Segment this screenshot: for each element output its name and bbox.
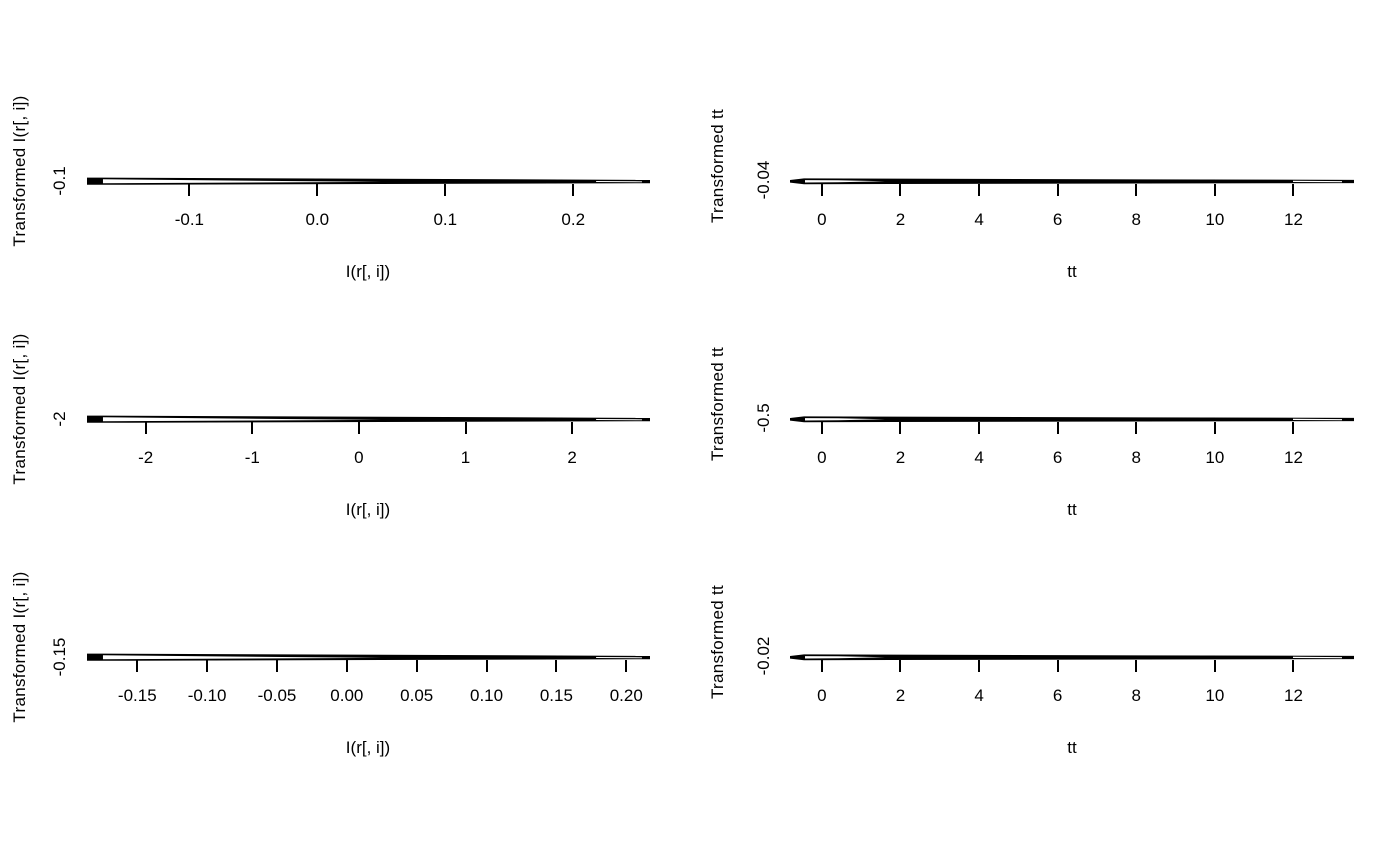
x-tick-label: 4 <box>974 210 984 229</box>
x-axis-label: tt <box>1067 262 1077 281</box>
x-tick-mark <box>1213 660 1216 672</box>
x-tick-mark <box>820 422 823 434</box>
x-tick-mark <box>485 660 488 672</box>
x-axis-ticks: -0.1 0.0 0.1 0.2 <box>0 0 700 290</box>
plot-panel-middle-right: Transformed tt -0.5 0 2 4 6 8 10 12 tt <box>700 238 1400 528</box>
x-tick-label: 4 <box>974 686 984 705</box>
x-tick-mark <box>188 184 191 196</box>
x-tick-label: 1 <box>460 448 471 467</box>
x-tick-mark <box>978 660 981 672</box>
x-tick-mark <box>625 660 628 672</box>
x-tick-label: 8 <box>1131 686 1141 705</box>
x-tick-mark <box>136 660 139 672</box>
x-tick-label: -0.1 <box>174 210 205 229</box>
x-tick-label: 0.20 <box>609 686 643 705</box>
x-tick-label: 10 <box>1205 448 1225 467</box>
x-tick-label: 2 <box>895 448 906 467</box>
plot-panel-top-right: Transformed tt -0.04 0 2 4 6 8 10 12 tt <box>700 0 1400 290</box>
x-axis-ticks: 0 2 4 6 8 10 12 <box>700 476 1400 766</box>
x-tick-label: 8 <box>1131 448 1141 467</box>
x-tick-mark <box>275 660 278 672</box>
x-tick-label: 2 <box>567 448 577 467</box>
x-tick-mark <box>899 422 902 434</box>
x-tick-mark <box>1056 422 1059 434</box>
x-axis-label: tt <box>1067 500 1077 519</box>
x-tick-mark <box>1292 184 1295 196</box>
x-tick-label: 0.1 <box>433 210 458 229</box>
x-tick-label: -0.10 <box>187 686 227 705</box>
x-axis-label: tt <box>1067 738 1077 757</box>
x-axis-ticks: -0.15 -0.10 -0.05 0.00 0.05 0.10 0.15 0.20 <box>0 476 700 766</box>
x-tick-label: 10 <box>1205 686 1225 705</box>
x-tick-label: 2 <box>895 210 906 229</box>
x-axis-label: I(r[, i]) <box>345 500 391 519</box>
x-axis-ticks: 0 2 4 6 8 10 12 <box>700 238 1400 528</box>
plot-panel-middle-left: Transformed I(r[, i]) -2 -2 -1 0 1 2 I(r[, i… <box>0 238 700 528</box>
x-tick-mark <box>1213 422 1216 434</box>
x-tick-label: 0.05 <box>400 686 434 705</box>
x-tick-label: 6 <box>1052 686 1063 705</box>
x-tick-mark <box>571 422 574 434</box>
x-tick-mark <box>1056 184 1059 196</box>
x-tick-mark <box>820 660 823 672</box>
x-tick-mark <box>978 422 981 434</box>
x-tick-label: 0.00 <box>330 686 364 705</box>
x-axis-ticks: 0 2 4 6 8 10 12 <box>700 0 1400 290</box>
x-tick-mark <box>345 660 348 672</box>
x-tick-label: 6 <box>1052 448 1063 467</box>
x-tick-label: 0 <box>354 448 364 467</box>
x-tick-mark <box>1292 422 1295 434</box>
plot-panel-bottom-right: Transformed tt -0.02 0 2 4 6 8 10 12 tt <box>700 476 1400 766</box>
x-tick-mark <box>144 422 147 434</box>
x-tick-mark <box>1135 660 1138 672</box>
x-tick-label: -0.05 <box>257 686 297 705</box>
x-tick-mark <box>899 660 902 672</box>
x-tick-mark <box>1213 184 1216 196</box>
x-tick-label: 12 <box>1284 448 1303 467</box>
x-axis-ticks: -2 -1 0 1 2 <box>0 238 700 528</box>
x-tick-label: 0.2 <box>561 210 586 229</box>
x-tick-mark <box>357 422 360 434</box>
x-tick-mark <box>206 660 209 672</box>
x-tick-label: -0.15 <box>117 686 157 705</box>
x-tick-label: 4 <box>974 448 984 467</box>
x-tick-mark <box>316 184 319 196</box>
x-tick-mark <box>978 184 981 196</box>
x-tick-mark <box>1135 184 1138 196</box>
x-tick-mark <box>464 422 467 434</box>
x-tick-mark <box>572 184 575 196</box>
x-axis-label: I(r[, i]) <box>345 262 391 281</box>
x-tick-mark <box>444 184 447 196</box>
x-tick-label: 0 <box>817 448 827 467</box>
x-tick-label: 2 <box>895 686 906 705</box>
x-tick-label: 0 <box>817 686 827 705</box>
x-tick-label: 10 <box>1205 210 1225 229</box>
plot-panel-bottom-left: Transformed I(r[, i]) -0.15 -0.15 -0.10 -0… <box>0 476 700 766</box>
x-tick-label: 8 <box>1131 210 1141 229</box>
x-tick-label: 0 <box>817 210 827 229</box>
plot-panel-top-left: Transformed I(r[, i]) -0.1 -0.1 0.0 0.1 0.2… <box>0 0 700 290</box>
x-tick-mark <box>555 660 558 672</box>
x-tick-label: 12 <box>1284 686 1303 705</box>
x-tick-mark <box>820 184 823 196</box>
x-tick-mark <box>415 660 418 672</box>
x-tick-mark <box>1056 660 1059 672</box>
x-tick-label: -1 <box>244 448 260 467</box>
x-tick-mark <box>251 422 254 434</box>
x-axis-label: I(r[, i]) <box>345 738 391 757</box>
x-tick-label: 0.15 <box>539 686 573 705</box>
x-tick-label: 12 <box>1284 210 1303 229</box>
x-tick-mark <box>1292 660 1295 672</box>
x-tick-label: -2 <box>138 448 154 467</box>
x-tick-label: 0.0 <box>305 210 330 229</box>
x-tick-mark <box>899 184 902 196</box>
x-tick-label: 0.10 <box>470 686 504 705</box>
x-tick-mark <box>1135 422 1138 434</box>
x-tick-label: 6 <box>1052 210 1063 229</box>
